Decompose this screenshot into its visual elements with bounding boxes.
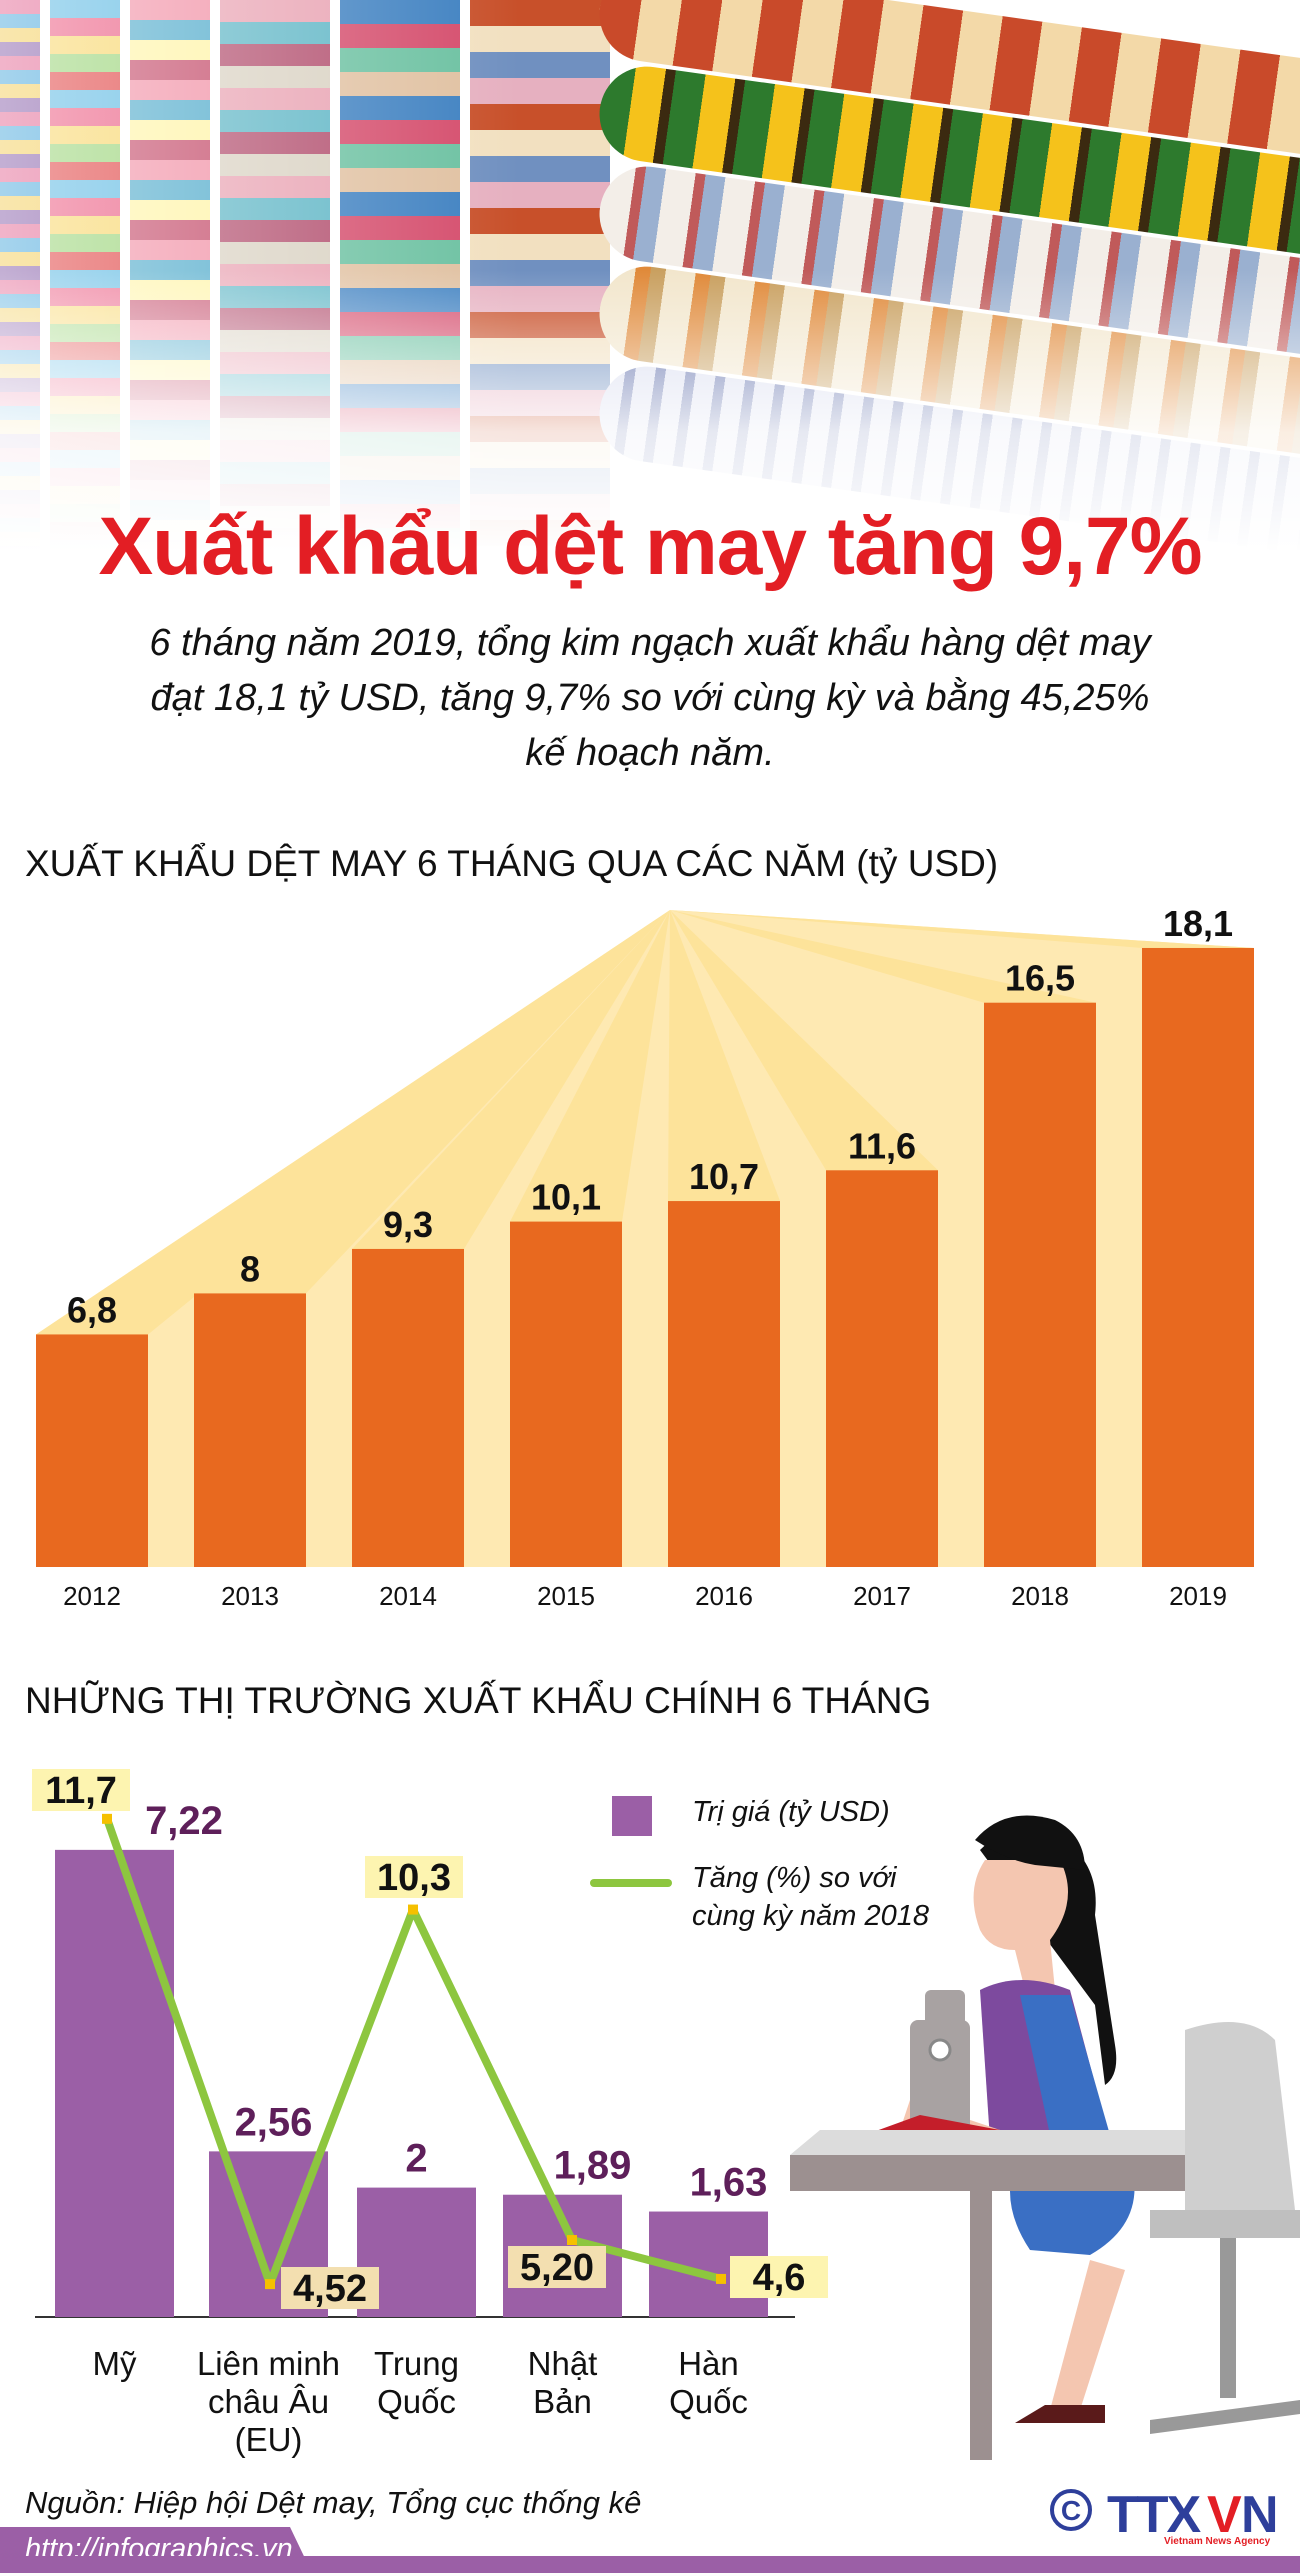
- growth-label-box: [508, 2246, 606, 2288]
- source-note: Nguồn: Hiệp hội Dệt may, Tổng cục thống …: [25, 2485, 642, 2520]
- svg-text:N: N: [1241, 2486, 1279, 2544]
- growth-value-label: 5,20: [520, 2247, 594, 2289]
- market-label: Mỹ: [93, 2345, 137, 2382]
- bar-2012: [36, 1334, 148, 1567]
- svg-text:C: C: [1061, 2495, 1081, 2526]
- bar-value-label: 18,1: [1163, 903, 1233, 944]
- bar-2014: [352, 1248, 464, 1567]
- growth-label-box: [32, 1769, 130, 1811]
- growth-value-label: 11,7: [45, 1770, 117, 1812]
- yearly-export-bar-chart: 6,8 2012 8 2013 9,3 2014 10,1 2015 10,7 2016 11,6 2…: [36, 903, 1254, 1611]
- bar-value-label: 11,6: [848, 1125, 916, 1166]
- market-label: châu Âu: [208, 2383, 329, 2420]
- market-label: Bản: [533, 2383, 592, 2420]
- footer-band: [0, 2556, 1300, 2573]
- fan-background: [36, 910, 1254, 1567]
- year-label: 2015: [537, 1581, 595, 1611]
- bar-value-label: 10,7: [689, 1156, 759, 1197]
- bar-value-label: 2: [405, 2137, 427, 2181]
- growth-point: [408, 1904, 418, 1915]
- bar-value-label: 9,3: [383, 1204, 433, 1245]
- bar-2016: [668, 1201, 780, 1567]
- legend-line-label-2: cùng kỳ năm 2018: [692, 1900, 929, 1932]
- market-bar: [55, 1849, 174, 2317]
- svg-text:Vietnam News Agency: Vietnam News Agency: [1164, 2536, 1271, 2546]
- growth-point: [567, 2235, 577, 2246]
- header-fabric-photo: [0, 0, 1300, 600]
- year-label: 2013: [221, 1581, 279, 1611]
- bar-value-label: 2,56: [235, 2100, 313, 2144]
- year-label: 2019: [1169, 1581, 1227, 1611]
- legend-bar-swatch: [612, 1796, 652, 1836]
- chart1-title: XUẤT KHẨU DỆT MAY 6 THÁNG QUA CÁC NĂM (t…: [25, 843, 999, 884]
- bar-value-label: 7,22: [145, 1799, 223, 1843]
- bar-value-label: 6,8: [67, 1289, 117, 1330]
- bar-2017: [826, 1170, 938, 1567]
- bar-value-label: 8: [240, 1248, 260, 1289]
- year-label: 2017: [853, 1581, 911, 1611]
- growth-value-label: 4,6: [753, 2257, 806, 2299]
- growth-value-label: 10,3: [377, 1857, 451, 1899]
- svg-text:TTX: TTX: [1107, 2486, 1202, 2544]
- subtitle-line-3: kế hoạch năm.: [525, 732, 775, 774]
- legend-line-swatch: [590, 1879, 672, 1887]
- page-title: Xuất khẩu dệt may tăng 9,7%: [98, 501, 1202, 592]
- growth-point: [716, 2273, 726, 2284]
- bar-2019: [1142, 947, 1254, 1567]
- market-label: Hàn: [678, 2345, 739, 2382]
- growth-point: [102, 1813, 112, 1824]
- legend-bar-label: Trị giá (tỷ USD): [692, 1796, 890, 1828]
- market-label: Liên minh: [197, 2345, 340, 2382]
- growth-label-box: [730, 2256, 828, 2298]
- year-label: 2014: [379, 1581, 437, 1611]
- chart2-title: NHỮNG THỊ TRƯỜNG XUẤT KHẨU CHÍNH 6 THÁNG: [25, 1680, 932, 1721]
- legend-line-label-1: Tăng (%) so với: [692, 1862, 897, 1894]
- market-label: Trung: [374, 2345, 459, 2382]
- subtitle-line-2: đạt 18,1 tỷ USD, tăng 9,7% so với cùng k…: [150, 677, 1150, 719]
- bar-value-label: 10,1: [531, 1177, 601, 1218]
- year-label: 2018: [1011, 1581, 1069, 1611]
- year-label: 2016: [695, 1581, 753, 1611]
- market-label: (EU): [235, 2421, 303, 2458]
- growth-value-label: 4,52: [293, 2268, 367, 2310]
- growth-point: [265, 2279, 275, 2290]
- seamstress-illustration: [790, 1815, 1300, 2460]
- market-label: Quốc: [669, 2383, 748, 2420]
- bar-2015: [510, 1221, 622, 1567]
- ttxvn-logo: C TTX V N Vietnam News Agency: [1050, 2486, 1279, 2546]
- bar-2013: [194, 1293, 306, 1567]
- svg-text:V: V: [1207, 2486, 1242, 2544]
- subtitle-line-1: 6 tháng năm 2019, tổng kim ngạch xuất kh…: [149, 622, 1151, 664]
- fan-ray: [510, 910, 670, 1222]
- bar-value-label: 1,63: [690, 2161, 768, 2205]
- year-label: 2012: [63, 1581, 121, 1611]
- growth-label-box: [281, 2267, 379, 2309]
- market-label: Nhật: [528, 2345, 598, 2382]
- bar-value-label: 1,89: [554, 2144, 632, 2188]
- bar-2018: [984, 1002, 1096, 1567]
- bar-value-label: 16,5: [1005, 958, 1075, 999]
- growth-label-box: [365, 1856, 463, 1898]
- fan-ray: [668, 910, 780, 1202]
- market-label: Quốc: [377, 2383, 456, 2420]
